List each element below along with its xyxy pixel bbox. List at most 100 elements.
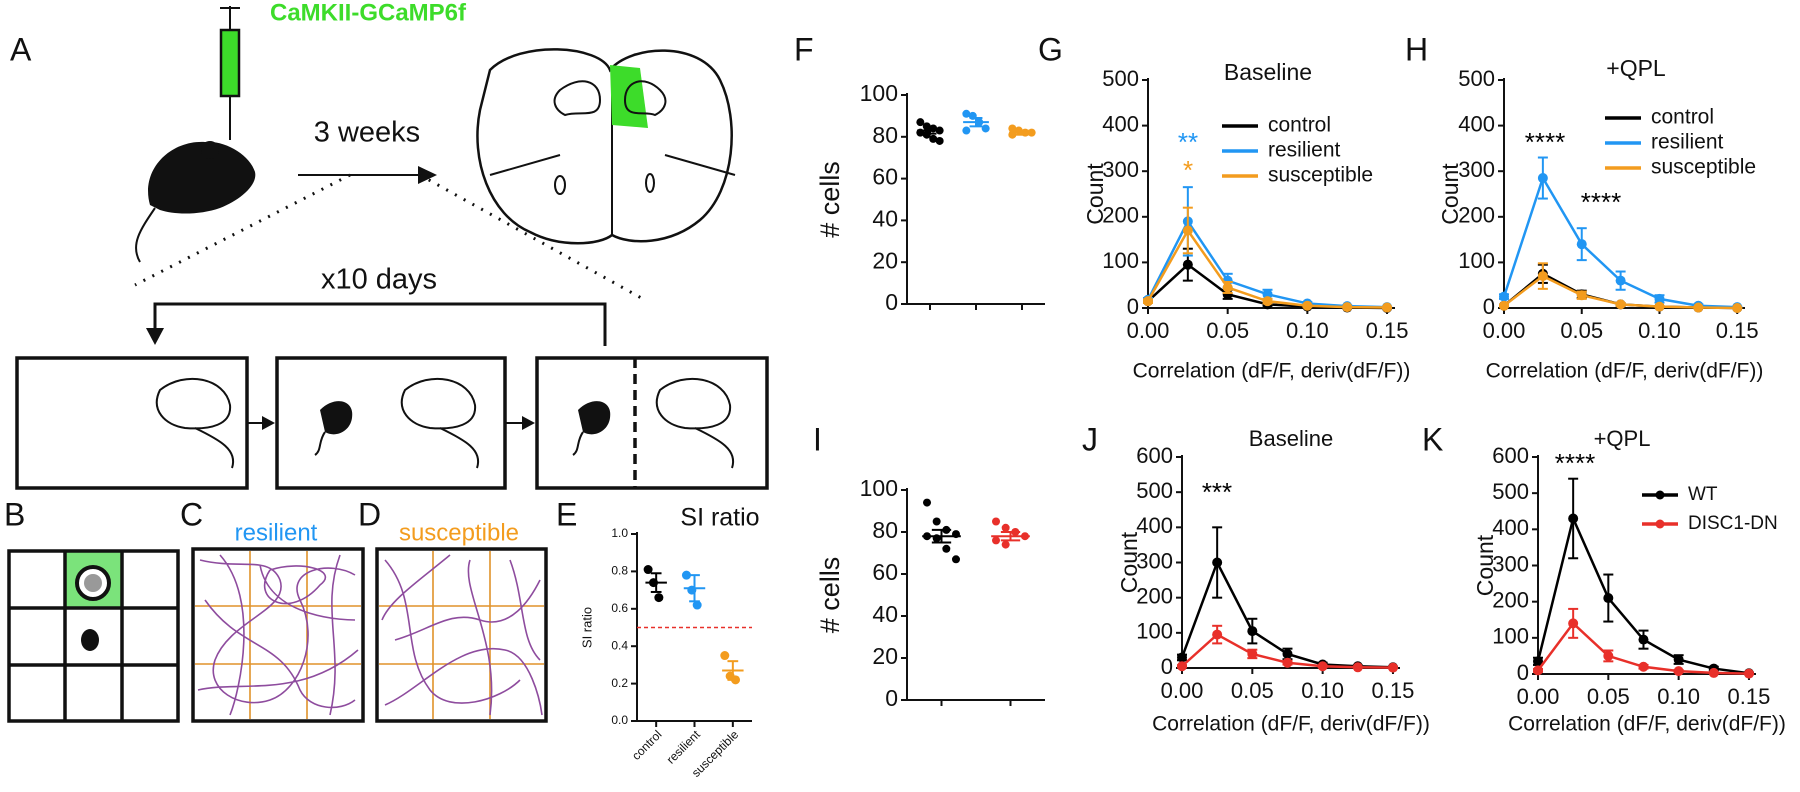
panel-letter: C <box>180 496 203 532</box>
data-point <box>1222 289 1233 300</box>
data-point <box>1673 654 1684 665</box>
data-point <box>1317 661 1328 672</box>
data-point <box>1182 259 1193 270</box>
data-point <box>923 498 932 507</box>
data-point <box>1382 302 1393 313</box>
data-point <box>720 651 730 661</box>
y-tick-label: 400 <box>1102 111 1139 136</box>
annotation: *** <box>1202 477 1232 507</box>
y-tick-label: 1.0 <box>611 526 628 540</box>
annotation: **** <box>1525 127 1565 157</box>
chart-title: +QPL <box>1606 55 1666 81</box>
x-tick-label: 0.05 <box>1587 684 1630 709</box>
data-point <box>1638 634 1649 645</box>
y-tick-label: 0 <box>1127 294 1139 319</box>
y-axis-label: Count <box>1437 163 1463 225</box>
x-tick-label: 0.15 <box>1728 684 1771 709</box>
construct-label: CaMKII-GCaMP6f <box>270 0 467 26</box>
legend-marker <box>1655 519 1665 529</box>
y-tick-label: 100 <box>1102 248 1139 273</box>
x-axis-label: Correlation (dF/F, deriv(dF/F)) <box>1508 713 1786 736</box>
y-tick-label: 20 <box>872 247 898 273</box>
annotation: * <box>1183 155 1193 185</box>
data-point <box>1568 513 1579 524</box>
annotation: **** <box>1555 448 1595 478</box>
y-tick-label: 40 <box>872 601 898 627</box>
y-tick-label: 100 <box>1136 619 1173 644</box>
y-tick-label: 100 <box>860 80 898 106</box>
y-tick-label: 0 <box>1483 294 1495 319</box>
y-tick-label: 200 <box>1102 203 1139 228</box>
y-axis-label: # cells <box>815 557 845 634</box>
y-tick-label: 0 <box>1517 660 1529 685</box>
y-tick-label: 300 <box>1492 551 1529 576</box>
data-point <box>1568 618 1579 629</box>
panel-letter: B <box>4 496 25 532</box>
y-tick-label: 20 <box>872 643 898 669</box>
data-point <box>951 555 960 564</box>
data-point <box>1603 593 1614 604</box>
x-axis-label: Correlation (dF/F, deriv(dF/F)) <box>1152 713 1430 736</box>
annotation: **** <box>1581 187 1621 217</box>
x-tick-label: 0.10 <box>1638 318 1681 343</box>
y-axis-label: SI ratio <box>579 607 594 648</box>
y-tick-label: 100 <box>1492 624 1529 649</box>
y-tick-label: 0 <box>1161 654 1173 679</box>
panel-a-diagram: CaMKII-GCaMP6f 3 weeks x10 days <box>15 0 769 490</box>
y-axis-label: Count <box>1116 531 1142 593</box>
legend-label: resilient <box>1268 139 1341 162</box>
data-point <box>1302 300 1313 311</box>
data-point <box>1533 656 1543 667</box>
data-point <box>1499 291 1509 302</box>
x-tick-label: 0.15 <box>1366 318 1409 343</box>
x-tick-label: control <box>629 727 664 762</box>
legend-label: resilient <box>1651 131 1724 154</box>
y-tick-label: 400 <box>1136 513 1173 538</box>
data-point <box>1262 296 1273 307</box>
panel-c-track: resilient <box>191 519 365 723</box>
y-tick-label: 200 <box>1492 587 1529 612</box>
panel-letter: G <box>1038 31 1063 67</box>
data-point <box>1182 225 1193 236</box>
y-tick-label: 300 <box>1102 157 1139 182</box>
y-axis-label: # cells <box>815 161 845 238</box>
y-tick-label: 500 <box>1492 479 1529 504</box>
y-tick-label: 0.4 <box>611 638 628 652</box>
data-point <box>692 600 702 610</box>
data-point <box>1001 523 1010 532</box>
data-point <box>1533 665 1543 676</box>
panel-letter: J <box>1082 421 1098 457</box>
data-point <box>1654 301 1665 312</box>
data-point <box>992 536 1001 545</box>
panel-letter: D <box>358 496 381 532</box>
chart-title: Baseline <box>1224 59 1312 85</box>
y-tick-label: 500 <box>1458 66 1495 91</box>
panel-letter: K <box>1422 421 1443 457</box>
y-tick-label: 0 <box>885 685 898 711</box>
chart-title: Baseline <box>1249 426 1333 451</box>
y-tick-label: 40 <box>872 205 898 231</box>
data-point <box>1743 668 1754 679</box>
data-point <box>932 517 941 526</box>
data-point <box>681 570 691 580</box>
x-tick-label: 0.00 <box>1483 318 1526 343</box>
data-point <box>1673 666 1684 677</box>
data-point <box>992 517 1001 526</box>
data-point <box>1212 629 1223 640</box>
data-point <box>1603 650 1614 661</box>
data-point <box>1537 271 1548 282</box>
data-point <box>1282 648 1293 659</box>
data-point <box>1008 124 1017 133</box>
legend-label: susceptible <box>1651 156 1756 179</box>
data-point <box>962 126 971 135</box>
x-tick-label: 0.05 <box>1560 318 1603 343</box>
data-point <box>1212 557 1223 568</box>
data-point <box>1732 303 1743 313</box>
repeat-label: x10 days <box>321 264 437 296</box>
data-point <box>1247 648 1258 659</box>
panel-title: susceptible <box>399 519 519 546</box>
y-tick-label: 100 <box>860 475 898 501</box>
data-point <box>1638 661 1649 672</box>
y-axis-label: Count <box>1472 534 1498 596</box>
